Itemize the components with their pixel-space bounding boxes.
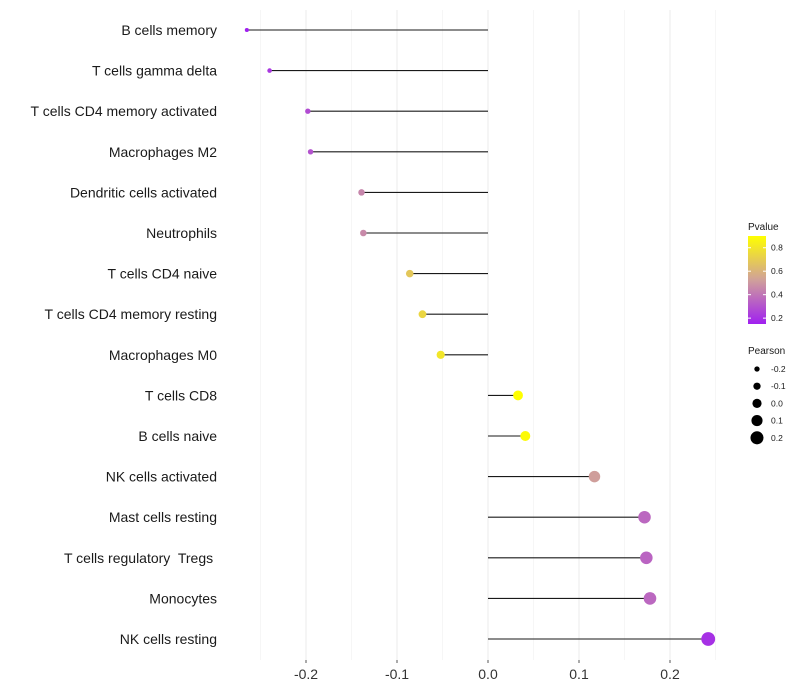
stems: [246, 29, 709, 640]
x-axis-ticks: -0.2 -0.1 0.0 0.1 0.2: [294, 660, 680, 682]
data-point: [436, 350, 445, 359]
data-point: [244, 27, 249, 33]
category-label: B cells memory: [121, 22, 217, 38]
colorbar-tick-label: 0.4: [771, 290, 783, 300]
category-label: Dendritic cells activated: [70, 184, 217, 200]
data-point: [520, 431, 531, 441]
data-point: [360, 229, 367, 237]
category-label: Macrophages M0: [109, 347, 217, 363]
pearson-legend-title: Pearson: [748, 346, 785, 357]
size-legend-label: -0.2: [771, 364, 786, 374]
category-label: T cells CD4 memory activated: [31, 103, 217, 119]
size-legend-dot: [754, 366, 760, 372]
size-legend-label: -0.1: [771, 381, 786, 391]
points: [244, 27, 716, 646]
x-tick-label: -0.1: [385, 666, 409, 682]
category-label: Monocytes: [149, 590, 217, 606]
data-point: [418, 310, 427, 319]
x-tick-label: -0.2: [294, 666, 318, 682]
data-point: [405, 269, 414, 278]
category-label: NK cells resting: [120, 631, 217, 647]
size-legend-dot: [750, 431, 764, 445]
data-point: [307, 149, 314, 155]
category-label: T cells regulatory Tregs: [64, 550, 217, 566]
colorbar-tick-label: 0.2: [771, 313, 783, 323]
category-label: T cells CD4 memory resting: [45, 306, 217, 322]
category-label: NK cells activated: [106, 469, 217, 485]
colorbar-tick-label: 0.8: [771, 243, 783, 253]
size-legend-label: 0.1: [771, 416, 783, 426]
pvalue-legend-title: Pvalue: [748, 222, 779, 233]
colorbar-tick-label: 0.6: [771, 266, 783, 276]
data-point: [267, 68, 272, 73]
data-point: [640, 551, 653, 565]
pearson-legend: Pearson -0.2 -0.1 0.0 0.1 0.2: [748, 346, 786, 445]
data-point: [513, 390, 523, 401]
size-legend-dot: [752, 398, 762, 408]
data-point: [643, 592, 657, 605]
data-point: [358, 189, 365, 196]
pvalue-legend: Pvalue 0.8 0.6 0.4 0.2: [748, 222, 783, 324]
category-label: T cells CD4 naive: [108, 266, 218, 282]
x-tick-label: 0.0: [478, 666, 498, 682]
category-label: T cells gamma delta: [92, 63, 217, 79]
size-legend-dot: [753, 382, 761, 390]
category-label: Mast cells resting: [109, 509, 217, 525]
y-axis-labels: B cells memory T cells gamma delta T cells…: [31, 22, 218, 647]
size-legend-dot: [751, 415, 763, 427]
data-point: [638, 510, 651, 524]
category-label: T cells CD8: [145, 387, 217, 403]
x-tick-label: 0.2: [660, 666, 680, 682]
data-point: [305, 108, 311, 114]
data-point: [588, 470, 601, 483]
category-label: Macrophages M2: [109, 144, 217, 160]
size-legend-label: 0.2: [771, 433, 783, 443]
x-tick-label: 0.1: [569, 666, 589, 682]
pvalue-colorbar: [748, 236, 766, 324]
category-label: Neutrophils: [146, 225, 217, 241]
data-point: [701, 632, 716, 646]
category-label: B cells naive: [138, 428, 217, 444]
grid-lines: [260, 10, 716, 660]
size-legend-label: 0.0: [771, 398, 783, 408]
